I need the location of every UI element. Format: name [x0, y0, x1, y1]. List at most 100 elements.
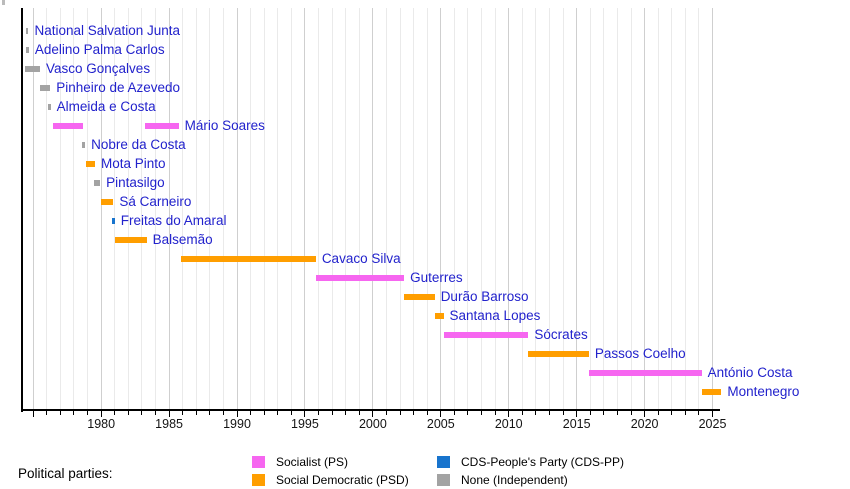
pm-name-label[interactable]: Pintasilgo — [106, 174, 165, 190]
term-bar — [85, 160, 96, 167]
gridline-year — [684, 8, 686, 410]
gridline-year — [209, 8, 211, 410]
axis-tick — [100, 411, 102, 417]
axis-tick — [195, 411, 197, 415]
term-bar — [93, 179, 101, 186]
pm-name-label[interactable]: Balsemão — [152, 232, 213, 248]
legend-label: Socialist (PS) — [276, 455, 349, 469]
axis-tick — [521, 411, 523, 415]
gridline-year — [168, 8, 170, 410]
pm-name-label[interactable]: Passos Coelho — [594, 346, 686, 362]
axis-tick — [440, 411, 442, 417]
gridline-year — [236, 8, 238, 410]
gridline-year — [46, 8, 48, 410]
gridline-year — [318, 8, 320, 410]
pm-name-label[interactable]: Adelino Palma Carlos — [34, 41, 165, 57]
gridline-year — [87, 8, 89, 410]
axis-tick — [114, 411, 116, 415]
axis-tick — [277, 411, 279, 415]
axis-tick — [548, 411, 550, 415]
gridline-year — [290, 8, 292, 410]
gridline-year — [657, 8, 659, 410]
pm-name-label[interactable]: Pinheiro de Azevedo — [56, 79, 181, 95]
legend-label: CDS-People's Party (CDS-PP) — [461, 455, 624, 469]
pm-name-label[interactable]: Montenegro — [727, 384, 800, 400]
gridline-year — [263, 8, 265, 410]
axis-tick — [263, 411, 265, 415]
pm-name-label[interactable]: Durão Barroso — [440, 289, 529, 305]
axis-tick-label: 1985 — [155, 417, 183, 431]
x-axis — [21, 409, 720, 411]
axis-tick — [87, 411, 89, 415]
gridline-year — [453, 8, 455, 410]
term-bar — [180, 256, 316, 263]
pm-name-label[interactable]: Guterres — [410, 270, 463, 286]
axis-tick — [616, 411, 618, 415]
term-bar — [144, 122, 179, 129]
gridline-year — [562, 8, 564, 410]
legend-swatch-ps — [252, 456, 265, 468]
gridline-year — [521, 8, 523, 410]
term-bar — [25, 27, 29, 34]
term-bar — [588, 370, 702, 377]
axis-tick — [562, 411, 564, 415]
axis-tick — [127, 411, 129, 415]
pm-name-label[interactable]: Cavaco Silva — [321, 251, 401, 267]
legend-label: Social Democratic (PSD) — [276, 472, 409, 487]
term-bar — [25, 65, 40, 72]
term-bar — [101, 198, 114, 205]
axis-tick — [494, 411, 496, 415]
axis-tick — [684, 411, 686, 415]
axis-tick — [508, 411, 510, 417]
pm-name-label[interactable]: António Costa — [707, 365, 793, 381]
axis-tick — [59, 411, 61, 415]
term-bar — [25, 46, 29, 53]
gridline-year — [304, 8, 306, 410]
gridline-year — [576, 8, 578, 410]
axis-tick — [250, 411, 252, 415]
axis-tick — [481, 411, 483, 415]
gridline-year — [127, 8, 129, 410]
pm-name-label[interactable]: Sá Carneiro — [119, 193, 192, 209]
gridline-year — [182, 8, 184, 410]
axis-tick — [630, 411, 632, 415]
pm-name-label[interactable]: National Salvation Junta — [34, 22, 181, 38]
gridline-year — [589, 8, 591, 410]
gridline-year — [32, 8, 34, 410]
pm-name-label[interactable]: Sócrates — [534, 327, 588, 343]
axis-tick-label: 1990 — [223, 417, 251, 431]
legend-swatch-psd — [252, 473, 265, 486]
gridline-year — [277, 8, 279, 410]
y-axis — [21, 8, 23, 412]
gridline-year — [399, 8, 401, 410]
pm-name-label[interactable]: Mota Pinto — [101, 155, 166, 171]
pm-name-label[interactable]: Vasco Gonçalves — [46, 60, 151, 76]
axis-tick — [576, 411, 578, 417]
gridline-year — [73, 8, 75, 410]
gridline-year — [494, 8, 496, 410]
gridline-year — [644, 8, 646, 410]
term-bar — [443, 332, 529, 339]
term-bar — [315, 275, 405, 282]
gridline-year — [114, 8, 116, 410]
gridline-year — [712, 8, 714, 410]
axis-tick — [155, 411, 156, 415]
pm-name-label[interactable]: Almeida e Costa — [56, 98, 156, 114]
pm-name-label[interactable]: Freitas do Amaral — [120, 213, 227, 228]
axis-tick — [385, 411, 387, 415]
axis-tick — [345, 411, 347, 415]
axis-tick — [372, 411, 374, 417]
term-bar — [404, 294, 435, 301]
gridline-year — [250, 8, 252, 410]
pm-name-label[interactable]: Nobre da Costa — [91, 136, 186, 152]
pm-name-label[interactable]: Mário Soares — [184, 117, 265, 133]
axis-tick-label: 2010 — [494, 417, 523, 431]
axis-tick — [644, 411, 646, 417]
gridline-year — [548, 8, 550, 410]
gridline-year — [155, 8, 156, 410]
axis-tick-label: 1995 — [291, 417, 319, 431]
axis-tick — [535, 411, 537, 415]
gridline-year — [195, 8, 197, 410]
pm-name-label[interactable]: Santana Lopes — [449, 308, 541, 324]
axis-tick — [603, 411, 605, 415]
